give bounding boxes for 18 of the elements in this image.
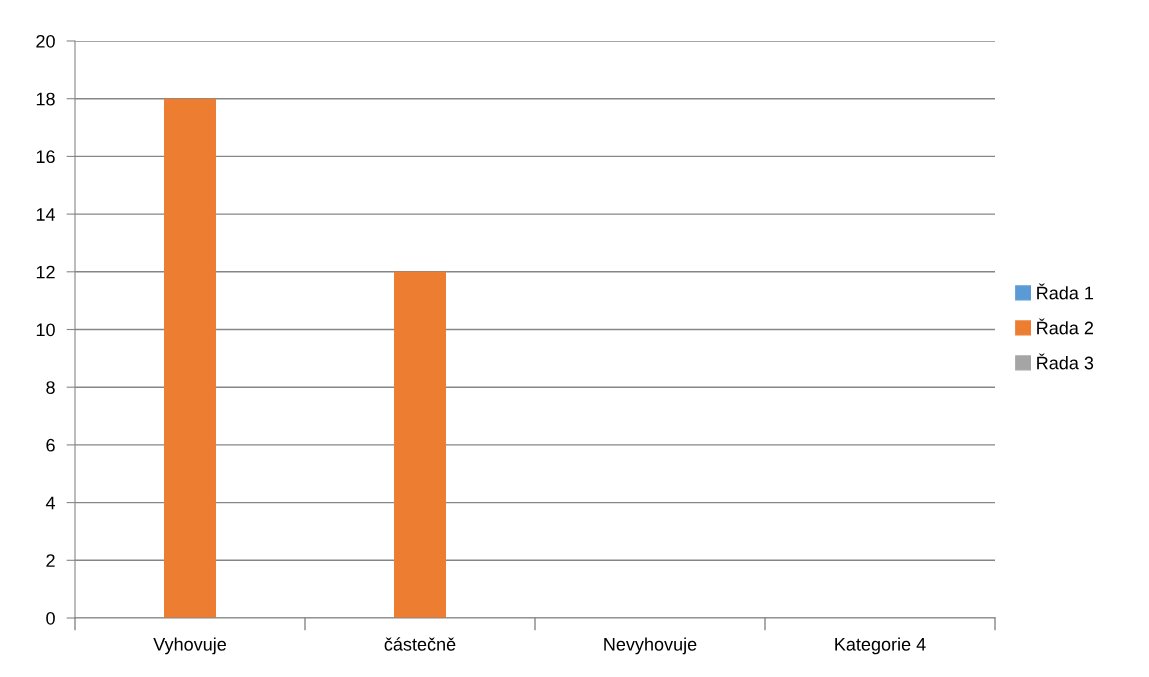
legend-label: Řada 3 (1037, 353, 1094, 370)
legend-label: Řada 2 (1037, 318, 1094, 335)
y-tick-label: 18 (36, 92, 55, 106)
y-tick-label: 6 (46, 438, 55, 452)
legend-label: Řada 1 (1037, 283, 1094, 300)
x-tick-label: Nevyhovuje (604, 637, 697, 655)
x-tick-label: Vyhovuje (153, 637, 226, 655)
y-tick-label: 2 (46, 554, 55, 567)
y-tick-label: 20 (36, 34, 55, 48)
x-tick-label: Kategorie 4 (835, 637, 926, 655)
y-tick-label: 0 (46, 611, 55, 625)
y-tick-label: 16 (36, 150, 55, 164)
y-tick-label: 12 (36, 265, 55, 279)
y-tick-label: 8 (46, 381, 55, 394)
x-tick-label: částečně (384, 637, 456, 651)
y-tick-label: 4 (45, 496, 56, 510)
y-tick-label: 10 (36, 323, 55, 337)
y-tick-label: 14 (36, 208, 56, 221)
